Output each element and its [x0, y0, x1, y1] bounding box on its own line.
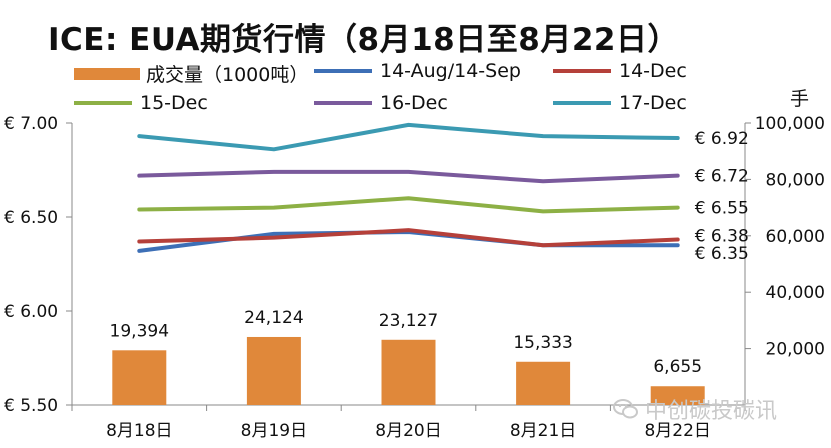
legend-swatch-15-dec	[74, 101, 132, 105]
legend-item-volume: 成交量（1000吨）	[74, 60, 308, 87]
chart-legend: 成交量（1000吨） 14-Aug/14-Sep 14-Dec 15-Dec 1…	[0, 0, 831, 120]
price-series-line	[137, 169, 680, 184]
right-tick-label: 100,000	[755, 114, 825, 134]
legend-item-16-dec: 16-Dec	[314, 92, 448, 114]
legend-item-14-dec: 14-Dec	[553, 60, 687, 82]
chart-title: ICE: EUA期货行情（8月18日至8月22日）	[48, 22, 679, 58]
volume-bar	[516, 361, 571, 405]
right-tick-label: 40,000	[766, 283, 825, 303]
right-tick-label: 80,000	[766, 170, 825, 190]
right-axis-unit: 手	[790, 88, 810, 110]
legend-label-15-dec: 15-Dec	[140, 92, 208, 114]
series-end-label: € 6.72	[695, 167, 749, 187]
left-tick-label: € 5.50	[4, 396, 58, 416]
legend-label-16-dec: 16-Dec	[380, 92, 448, 114]
series-end-label: € 6.55	[695, 199, 749, 219]
right-tick-label: 20,000	[766, 340, 825, 360]
left-tick-label: € 6.00	[4, 302, 58, 322]
legend-swatch-volume	[74, 67, 140, 80]
price-series-line	[137, 228, 680, 248]
legend-label-volume: 成交量（1000吨）	[146, 64, 309, 86]
legend-swatch-17-dec	[553, 101, 611, 105]
x-tick-label: 8月18日	[106, 421, 172, 441]
volume-data-label: 15,333	[513, 333, 572, 353]
volume-bar	[650, 386, 705, 405]
volume-bar	[381, 339, 436, 405]
x-tick-label: 8月20日	[375, 421, 441, 441]
right-tick-label: 60,000	[766, 227, 825, 247]
legend-label-14-dec: 14-Dec	[619, 60, 687, 82]
volume-bar	[246, 336, 301, 405]
volume-data-label: 23,127	[379, 311, 438, 331]
x-tick-label: 8月19日	[241, 421, 307, 441]
legend-item-14-aug-14-sep: 14-Aug/14-Sep	[314, 60, 521, 82]
left-tick-label: € 7.00	[4, 114, 58, 134]
series-end-label: € 6.35	[695, 244, 749, 264]
volume-data-label: 19,394	[110, 321, 169, 341]
price-series-line	[137, 196, 680, 214]
volume-bar	[112, 350, 167, 405]
wechat-icon	[613, 399, 638, 419]
watermark-text: 中创碳投碳讯	[645, 399, 778, 424]
series-end-label: € 6.38	[695, 227, 749, 247]
volume-data-label: 24,124	[244, 308, 303, 328]
price-series-line	[137, 122, 680, 152]
legend-item-15-dec: 15-Dec	[74, 92, 208, 114]
x-tick-label: 8月21日	[510, 421, 576, 441]
watermark: 中创碳投碳讯	[613, 393, 777, 425]
legend-swatch-14-dec	[553, 69, 611, 73]
legend-label-17-dec: 17-Dec	[619, 92, 687, 114]
legend-label-14-aug-14-sep: 14-Aug/14-Sep	[380, 60, 521, 82]
volume-data-label: 6,655	[653, 357, 702, 377]
legend-item-17-dec: 17-Dec	[553, 92, 687, 114]
legend-swatch-16-dec	[314, 101, 372, 105]
left-tick-label: € 6.50	[4, 208, 58, 228]
legend-swatch-14-aug-14-sep	[314, 69, 372, 73]
x-tick-label: 8月22日	[644, 421, 710, 441]
series-end-label: € 6.92	[695, 129, 749, 149]
